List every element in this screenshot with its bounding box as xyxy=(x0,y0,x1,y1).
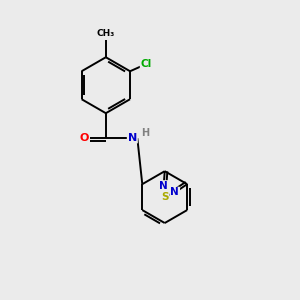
Text: N: N xyxy=(170,188,179,197)
Text: CH₃: CH₃ xyxy=(97,28,115,38)
Text: N: N xyxy=(128,133,137,142)
Text: O: O xyxy=(80,133,89,143)
Text: N: N xyxy=(159,181,168,191)
Text: Cl: Cl xyxy=(141,59,152,69)
Text: H: H xyxy=(141,128,149,138)
Text: S: S xyxy=(161,192,169,202)
